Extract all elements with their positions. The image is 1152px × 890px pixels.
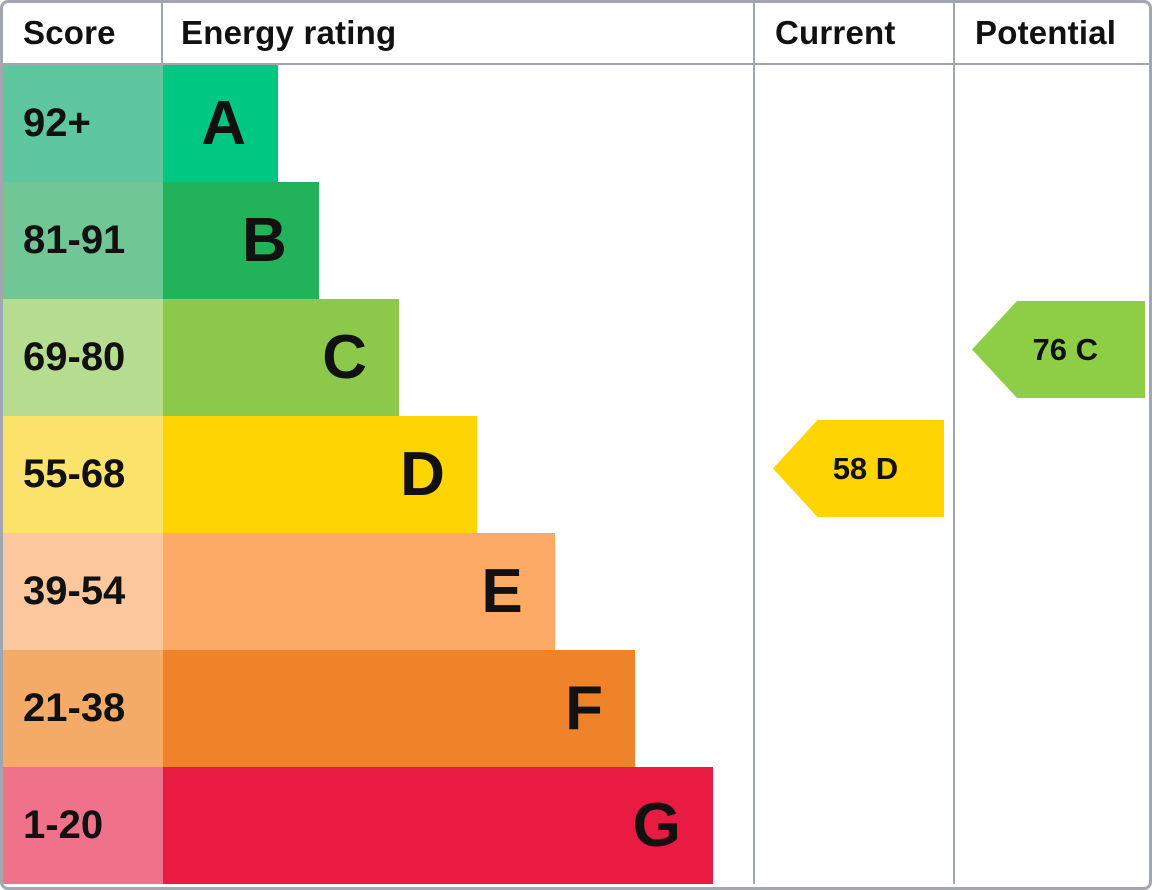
band-row-g: G [163,767,753,884]
band-letter-d: D [400,439,445,509]
band-row-f: F [163,650,753,767]
band-row-d: D [163,416,753,533]
band-row-c: C [163,299,753,416]
current-rating-label: 58 D [832,450,899,486]
band-row-e: E [163,533,753,650]
current-column: 58 D [753,65,953,884]
band-letter-e: E [481,556,523,626]
score-range-c: 69-80 [3,299,163,416]
score-range-a: 92+ [3,65,163,182]
band-bar-d: D [163,416,477,533]
potential-rating-label: 76 C [1032,331,1099,367]
score-range-d-label: 55-68 [23,452,126,496]
band-letter-g: G [632,790,681,860]
band-bar-a: A [163,65,279,182]
score-range-b: 81-91 [3,182,163,299]
header-potential-label: Potential [975,14,1117,51]
header-energy-rating: Energy rating [163,3,753,65]
header-score-label: Score [23,14,116,51]
potential-column: 76 C [953,65,1149,884]
band-bar-b: B [163,182,319,299]
current-rating-arrow: 58 D [773,420,944,517]
score-range-g: 1-20 [3,767,163,884]
score-range-f-label: 21-38 [23,686,126,730]
band-bar-g: G [163,767,713,884]
band-row-a: A [163,65,753,182]
score-range-e-label: 39-54 [23,569,126,613]
header-current-label: Current [775,14,896,51]
band-bar-e: E [163,533,555,650]
header-energy-rating-label: Energy rating [181,14,397,51]
score-range-c-label: 69-80 [23,335,126,379]
band-bar-f: F [163,650,635,767]
band-row-b: B [163,182,753,299]
potential-rating-arrow: 76 C [972,301,1145,398]
header-potential: Potential [953,3,1149,65]
band-letter-c: C [322,322,367,392]
score-range-d: 55-68 [3,416,163,533]
band-letter-f: F [565,673,603,743]
score-range-g-label: 1-20 [23,803,104,847]
band-letter-b: B [241,205,287,275]
score-range-b-label: 81-91 [23,218,126,262]
score-range-e: 39-54 [3,533,163,650]
header-score: Score [3,3,163,65]
band-bar-c: C [163,299,399,416]
header-current: Current [753,3,953,65]
score-range-f: 21-38 [3,650,163,767]
score-range-a-label: 92+ [23,101,91,145]
band-letter-a: A [201,88,247,158]
